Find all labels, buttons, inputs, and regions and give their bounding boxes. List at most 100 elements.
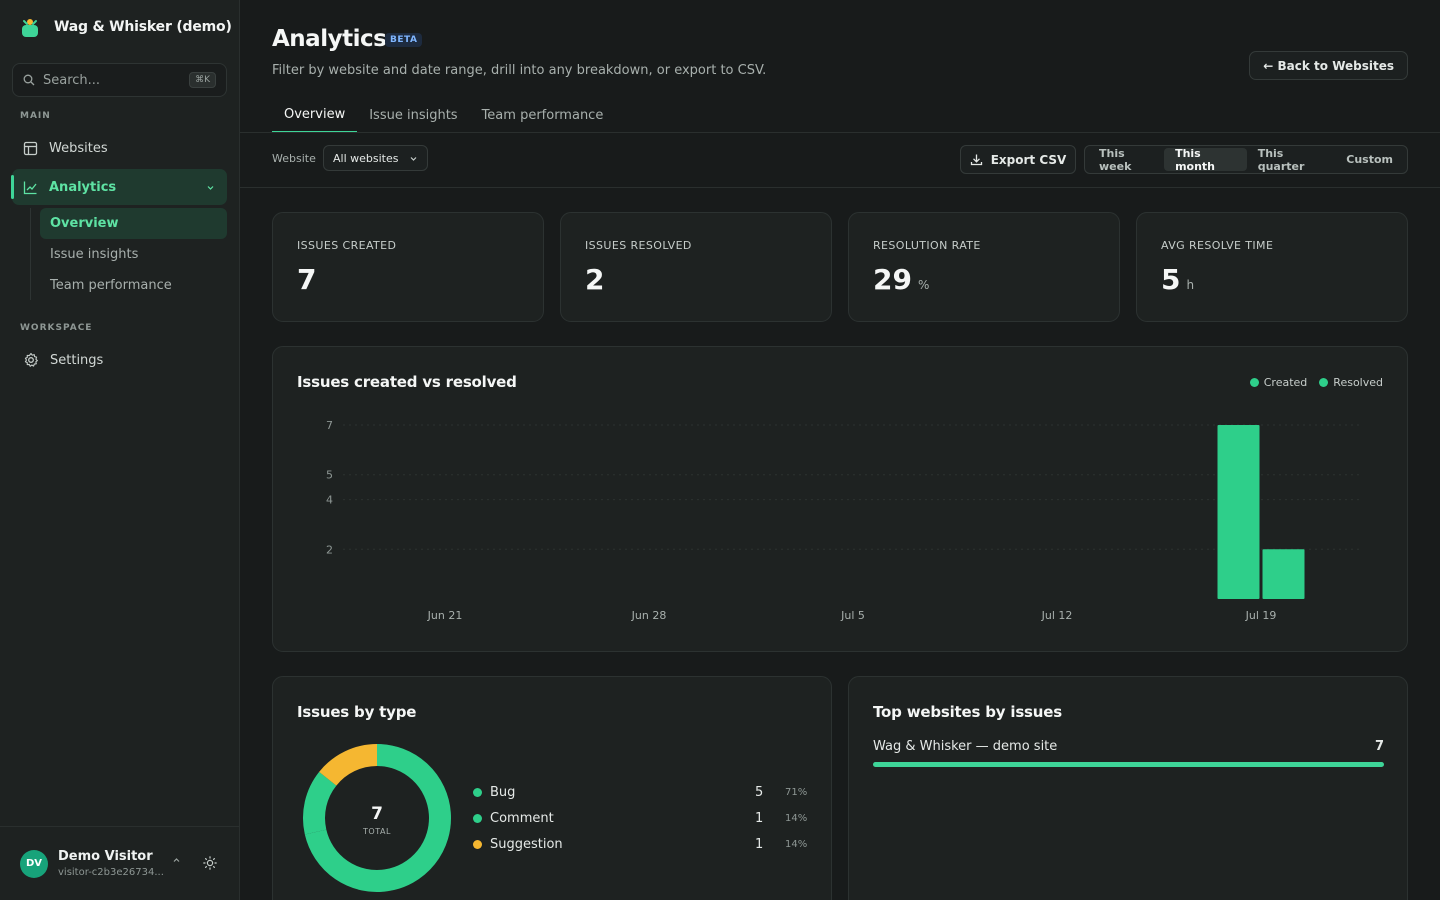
sidebar-subitem-team-performance[interactable]: Team performance: [50, 278, 172, 293]
bar-created[interactable]: [1217, 425, 1260, 599]
bar-resolved[interactable]: [1262, 549, 1305, 599]
main-content: Analytics BETA Filter by website and dat…: [240, 0, 1440, 900]
tab-team-performance[interactable]: Team performance: [481, 107, 604, 123]
page-subtitle: Filter by website and date range, drill …: [272, 63, 767, 78]
range-this-week[interactable]: This week: [1099, 146, 1132, 173]
sidebar-item-settings[interactable]: Settings: [12, 342, 227, 378]
donut-slice-bug[interactable]: [304, 744, 451, 892]
chevron-up-icon[interactable]: [172, 856, 181, 865]
avatar: DV: [20, 849, 48, 878]
type-name: Suggestion: [490, 836, 563, 852]
range-this-month[interactable]: This month: [1164, 147, 1247, 173]
legend-item-resolved[interactable]: Resolved: [1319, 376, 1383, 389]
y-tick-label: 5: [326, 469, 333, 482]
section-label-main: MAIN: [20, 111, 51, 121]
stat-label: ISSUES RESOLVED: [585, 239, 692, 252]
sidebar-item-label: Websites: [49, 140, 108, 156]
user-menu[interactable]: DV Demo Visitor visitor-c2b3e26734...: [0, 826, 240, 900]
website-select[interactable]: All websites: [323, 145, 428, 171]
stat-value: 2: [585, 263, 605, 296]
chart-card-created-vs-resolved: Issues created vs resolved Created Resol…: [272, 346, 1408, 652]
donut-chart: [303, 744, 451, 892]
type-row-bug[interactable]: Bug 5 71%: [473, 782, 808, 802]
bar-chart: 2 4 5 7 Jun 21 Jun 28 Jul 5 Jul 12 Jul 19: [326, 419, 1363, 622]
type-count: 5: [755, 784, 764, 800]
stat-label: RESOLUTION RATE: [873, 239, 981, 252]
export-csv-label: Export CSV: [990, 152, 1067, 167]
x-tick-label: Jul 12: [1041, 609, 1073, 622]
subnav-guide: [30, 208, 31, 300]
sidebar-item-label: Settings: [50, 352, 104, 368]
range-custom[interactable]: Custom: [1346, 153, 1393, 166]
chart-legend: Created Resolved: [1249, 376, 1383, 389]
y-tick-label: 7: [326, 419, 333, 432]
type-name: Comment: [490, 810, 554, 826]
x-tick-label: Jun 28: [631, 609, 667, 622]
chart-title: Issues created vs resolved: [297, 373, 517, 391]
stat-unit: h: [1186, 278, 1195, 292]
gear-icon: [24, 352, 38, 367]
card-title: Issues by type: [297, 703, 417, 721]
donut-slice-suggestion[interactable]: [319, 744, 378, 786]
sidebar-subitem-overview[interactable]: Overview: [40, 208, 227, 239]
logo-icon: [22, 19, 38, 37]
type-name: Bug: [490, 784, 516, 800]
chevron-down-icon: [410, 156, 417, 161]
back-to-websites-button[interactable]: ← Back to Websites: [1249, 51, 1408, 80]
tab-overview[interactable]: Overview: [272, 97, 358, 133]
x-tick-label: Jun 21: [427, 609, 463, 622]
app-name: Wag & Whisker (demo): [54, 19, 232, 35]
donut-total-label: TOTAL: [363, 827, 391, 836]
user-name: Demo Visitor: [58, 849, 153, 864]
legend-item-created[interactable]: Created: [1249, 376, 1308, 389]
stat-unit: %: [917, 278, 930, 292]
stat-value: 7: [297, 263, 317, 296]
donut-total: 7: [371, 804, 383, 824]
x-tick-label: Jul 19: [1245, 609, 1277, 622]
tab-issue-insights[interactable]: Issue insights: [369, 107, 458, 123]
website-filter-label: Website: [272, 152, 316, 165]
x-tick-label: Jul 5: [840, 609, 865, 622]
tabs-divider: [240, 132, 1440, 133]
type-pct: 71%: [785, 786, 808, 798]
sidebar: Wag & Whisker (demo) ⌘K MAIN Websites An…: [0, 0, 240, 900]
stat-card-resolution-rate: RESOLUTION RATE 29%: [848, 212, 1120, 322]
type-count: 1: [755, 810, 764, 826]
search-input[interactable]: [43, 72, 173, 88]
date-range-group: This week This month This quarter Custom: [1084, 145, 1408, 174]
legend-label: Created: [1263, 376, 1308, 389]
sidebar-item-label: Analytics: [49, 179, 117, 195]
top-websites-card: Top websites by issues Wag & Whisker — d…: [848, 676, 1408, 900]
type-row-comment[interactable]: Comment 1 14%: [473, 808, 808, 828]
beta-badge: BETA: [385, 33, 423, 47]
filter-toolbar: Website All websites Export CSV This wee…: [240, 133, 1440, 188]
issues-by-type-card: Issues by type 7 TOTAL Bug 5 71% Comment…: [272, 676, 832, 900]
site-progress-track: [873, 762, 1384, 767]
search-box[interactable]: ⌘K: [12, 63, 227, 97]
type-pct: 14%: [785, 812, 808, 824]
sidebar-item-analytics[interactable]: Analytics: [11, 169, 227, 205]
brand[interactable]: Wag & Whisker (demo): [20, 16, 232, 38]
download-icon: [970, 154, 982, 166]
site-name: Wag & Whisker — demo site: [873, 739, 1058, 754]
sun-icon[interactable]: [203, 856, 217, 870]
stat-value: 29%: [873, 263, 930, 296]
search-shortcut: ⌘K: [189, 72, 216, 88]
card-title: Top websites by issues: [873, 703, 1062, 721]
tab-bar: Overview Issue insights Team performance: [272, 97, 615, 133]
chevron-down-icon: [207, 185, 214, 190]
sidebar-subitem-issue-insights[interactable]: Issue insights: [50, 247, 139, 262]
type-row-suggestion[interactable]: Suggestion 1 14%: [473, 834, 808, 854]
type-pct: 14%: [785, 838, 808, 850]
stat-card-issues-created: ISSUES CREATED 7: [272, 212, 544, 322]
range-this-quarter[interactable]: This quarter: [1257, 146, 1305, 173]
layout-icon: [23, 141, 38, 155]
site-progress-fill: [873, 762, 1384, 767]
donut-slice-comment[interactable]: [303, 771, 337, 835]
sidebar-item-websites[interactable]: Websites: [12, 130, 227, 166]
top-site-row[interactable]: Wag & Whisker — demo site 7: [873, 739, 1384, 754]
export-csv-button[interactable]: Export CSV: [960, 145, 1076, 174]
y-tick-label: 2: [326, 543, 333, 556]
